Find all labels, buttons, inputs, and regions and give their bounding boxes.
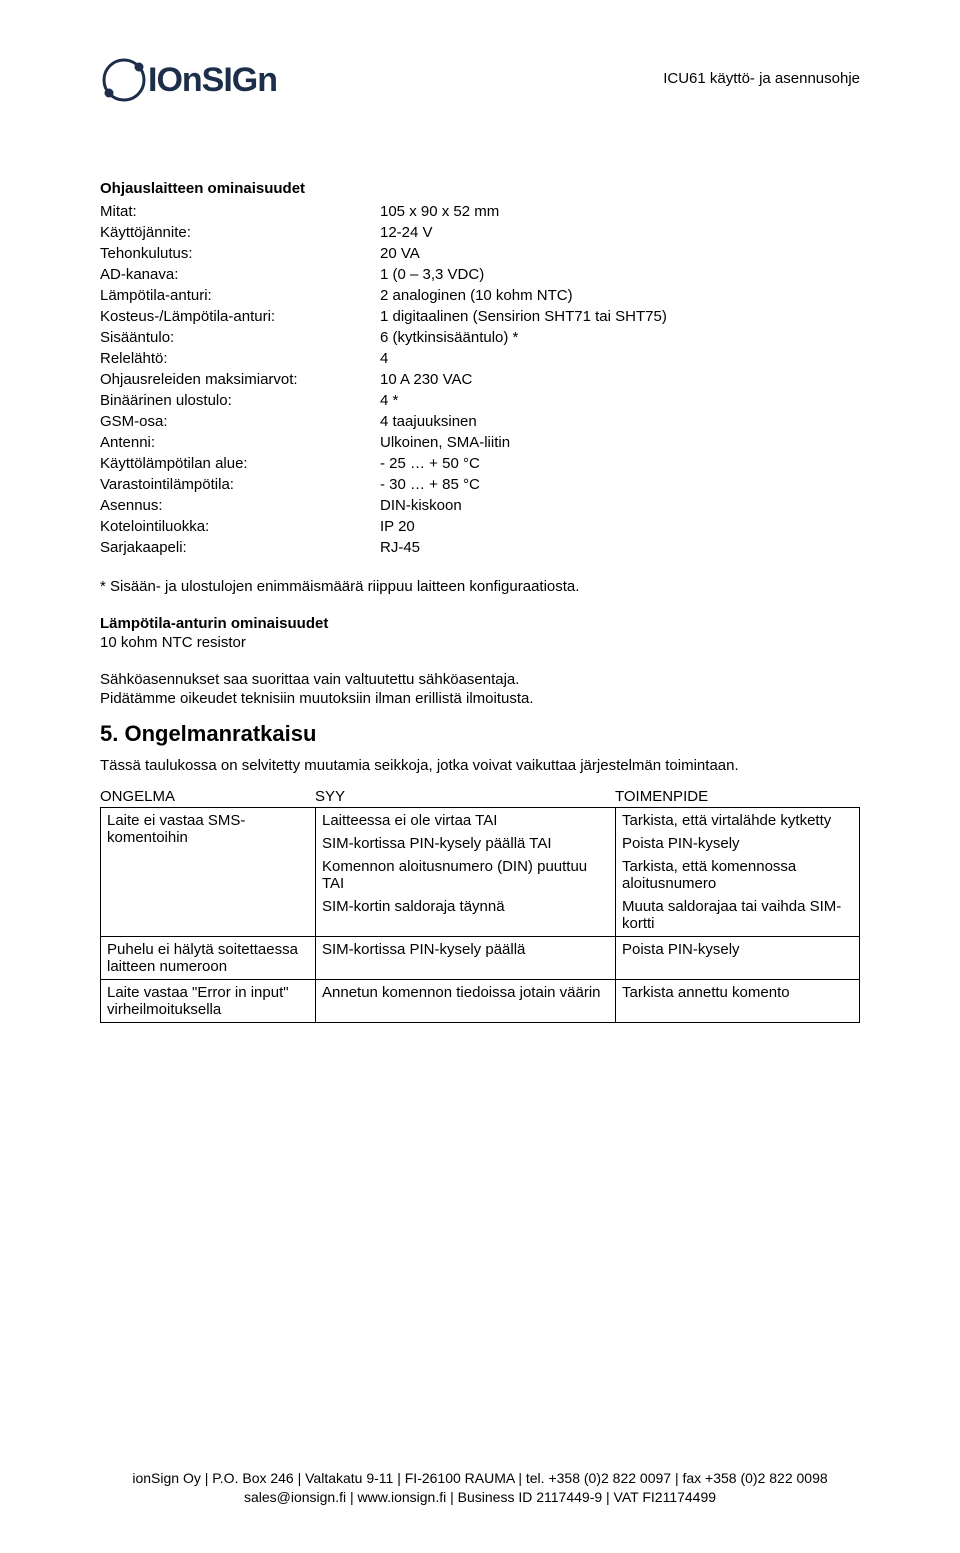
spec-label: Binäärinen ulostulo: xyxy=(100,390,380,411)
spec-row: Sisääntulo:6 (kytkinsisääntulo) * xyxy=(100,327,860,348)
spec-value: RJ-45 xyxy=(380,537,860,558)
spec-row: Mitat:105 x 90 x 52 mm xyxy=(100,201,860,222)
tt-action-line: Tarkista, että virtalähde kytketty xyxy=(622,812,853,829)
tt-action-line: Tarkista annettu komento xyxy=(622,984,853,1001)
spec-label: Tehonkulutus: xyxy=(100,243,380,264)
spec-value: 2 analoginen (10 kohm NTC) xyxy=(380,285,860,306)
spec-row: Antenni:Ulkoinen, SMA-liitin xyxy=(100,432,860,453)
footer-line-1: ionSign Oy | P.O. Box 246 | Valtakatu 9-… xyxy=(0,1469,960,1489)
spec-row: Asennus:DIN-kiskoon xyxy=(100,495,860,516)
tt-action-line: Tarkista, että komennossa aloitusnumero xyxy=(622,858,853,892)
spec-row: Lämpötila-anturi:2 analoginen (10 kohm N… xyxy=(100,285,860,306)
tt-cause-cell: Annetun komennon tiedoissa jotain väärin xyxy=(316,980,616,1023)
spec-value: 12-24 V xyxy=(380,222,860,243)
tt-cause-line: SIM-kortissa PIN-kysely päällä xyxy=(322,941,609,958)
tt-action-cell: Tarkista annettu komento xyxy=(616,980,860,1023)
spec-value: - 30 … + 85 °C xyxy=(380,474,860,495)
spec-label: Mitat: xyxy=(100,201,380,222)
spec-label: Käyttölämpötilan alue: xyxy=(100,453,380,474)
tt-cause-cell: Laitteessa ei ole virtaa TAI SIM-kortissa… xyxy=(316,808,616,937)
spec-value: 1 digitaalinen (Sensirion SHT71 tai SHT7… xyxy=(380,306,860,327)
spec-row: Varastointilämpötila:- 30 … + 85 °C xyxy=(100,474,860,495)
page-footer: ionSign Oy | P.O. Box 246 | Valtakatu 9-… xyxy=(0,1469,960,1508)
spec-row: Ohjausreleiden maksimiarvot:10 A 230 VAC xyxy=(100,369,860,390)
install-para-2: Pidätämme oikeudet teknisiin muutoksiin … xyxy=(100,690,860,707)
spec-row: Binäärinen ulostulo:4 * xyxy=(100,390,860,411)
spec-row: GSM-osa:4 taajuuksinen xyxy=(100,411,860,432)
spec-value: IP 20 xyxy=(380,516,860,537)
tt-cause-line: Laitteessa ei ole virtaa TAI xyxy=(322,812,609,829)
svg-text:IOnSIGn: IOnSIGn xyxy=(148,61,277,99)
tt-cause-line: SIM-kortin saldoraja täynnä xyxy=(322,898,609,915)
tt-action-line: Poista PIN-kysely xyxy=(622,941,853,958)
spec-row: Sarjakaapeli:RJ-45 xyxy=(100,537,860,558)
spec-row: Relelähtö:4 xyxy=(100,348,860,369)
troubleshoot-intro: Tässä taulukossa on selvitetty muutamia … xyxy=(100,757,860,774)
spec-row: Tehonkulutus:20 VA xyxy=(100,243,860,264)
spec-value: 105 x 90 x 52 mm xyxy=(380,201,860,222)
footer-line-2: sales@ionsign.fi | www.ionsign.fi | Busi… xyxy=(0,1488,960,1508)
table-row: Laite ei vastaa SMS-komentoihinLaitteess… xyxy=(101,808,860,937)
spec-row: Kosteus-/Lämpötila-anturi:1 digitaalinen… xyxy=(100,306,860,327)
spec-label: Sisääntulo: xyxy=(100,327,380,348)
tt-action-cell: Poista PIN-kysely xyxy=(616,937,860,980)
spec-label: Sarjakaapeli: xyxy=(100,537,380,558)
spec-label: GSM-osa: xyxy=(100,411,380,432)
specs-table: Mitat:105 x 90 x 52 mmKäyttöjännite:12-2… xyxy=(100,201,860,558)
spec-row: Käyttölämpötilan alue:- 25 … + 50 °C xyxy=(100,453,860,474)
spec-label: Kotelointiluokka: xyxy=(100,516,380,537)
th-cause: SYY xyxy=(315,788,615,805)
spec-row: AD-kanava:1 (0 – 3,3 VDC) xyxy=(100,264,860,285)
spec-label: Antenni: xyxy=(100,432,380,453)
tt-cause-line: Annetun komennon tiedoissa jotain väärin xyxy=(322,984,609,1001)
tt-cause-cell: SIM-kortissa PIN-kysely päällä xyxy=(316,937,616,980)
sensor-title: Lämpötila-anturin ominaisuudet xyxy=(100,615,860,632)
tt-action-line: Poista PIN-kysely xyxy=(622,835,853,852)
troubleshoot-heading: 5. Ongelmanratkaisu xyxy=(100,721,860,747)
tt-problem-cell: Laite ei vastaa SMS-komentoihin xyxy=(101,808,316,937)
tt-cause-line: Komennon aloitusnumero (DIN) puuttuu TAI xyxy=(322,858,609,892)
spec-label: Varastointilämpötila: xyxy=(100,474,380,495)
troubleshoot-table: Laite ei vastaa SMS-komentoihinLaitteess… xyxy=(100,807,860,1023)
spec-value: 4 xyxy=(380,348,860,369)
tt-problem-cell: Puhelu ei hälytä soitettaessa laitteen n… xyxy=(101,937,316,980)
tt-cause-line: SIM-kortissa PIN-kysely päällä TAI xyxy=(322,835,609,852)
spec-value: 20 VA xyxy=(380,243,860,264)
spec-value: - 25 … + 50 °C xyxy=(380,453,860,474)
spec-label: Relelähtö: xyxy=(100,348,380,369)
spec-label: Lämpötila-anturi: xyxy=(100,285,380,306)
spec-label: AD-kanava: xyxy=(100,264,380,285)
spec-value: 4 * xyxy=(380,390,860,411)
table-row: Laite vastaa "Error in input" virheilmoi… xyxy=(101,980,860,1023)
spec-value: 1 (0 – 3,3 VDC) xyxy=(380,264,860,285)
tt-action-cell: Tarkista, että virtalähde kytketty Poista… xyxy=(616,808,860,937)
spec-value: 4 taajuuksinen xyxy=(380,411,860,432)
spec-value: DIN-kiskoon xyxy=(380,495,860,516)
spec-label: Asennus: xyxy=(100,495,380,516)
table-row: Puhelu ei hälytä soitettaessa laitteen n… xyxy=(101,937,860,980)
th-action: TOIMENPIDE xyxy=(615,788,860,805)
brand-logo: IOnSIGn xyxy=(100,40,290,105)
sensor-line: 10 kohm NTC resistor xyxy=(100,634,860,651)
spec-row: Käyttöjännite:12-24 V xyxy=(100,222,860,243)
spec-row: Kotelointiluokka:IP 20 xyxy=(100,516,860,537)
spec-label: Ohjausreleiden maksimiarvot: xyxy=(100,369,380,390)
spec-value: 6 (kytkinsisääntulo) * xyxy=(380,327,860,348)
main-content: Ohjauslaitteen ominaisuudet Mitat:105 x … xyxy=(100,180,860,1023)
tt-problem-cell: Laite vastaa "Error in input" virheilmoi… xyxy=(101,980,316,1023)
install-para-1: Sähköasennukset saa suorittaa vain valtu… xyxy=(100,671,860,688)
spec-label: Kosteus-/Lämpötila-anturi: xyxy=(100,306,380,327)
th-problem: ONGELMA xyxy=(100,788,315,805)
spec-value: 10 A 230 VAC xyxy=(380,369,860,390)
troubleshoot-header-row: ONGELMA SYY TOIMENPIDE xyxy=(100,788,860,805)
specs-title: Ohjauslaitteen ominaisuudet xyxy=(100,180,860,197)
tt-action-line: Muuta saldorajaa tai vaihda SIM-kortti xyxy=(622,898,853,932)
doc-title: ICU61 käyttö- ja asennusohje xyxy=(663,70,860,87)
specs-footnote: * Sisään- ja ulostulojen enimmäismäärä r… xyxy=(100,578,860,595)
spec-value: Ulkoinen, SMA-liitin xyxy=(380,432,860,453)
spec-label: Käyttöjännite: xyxy=(100,222,380,243)
